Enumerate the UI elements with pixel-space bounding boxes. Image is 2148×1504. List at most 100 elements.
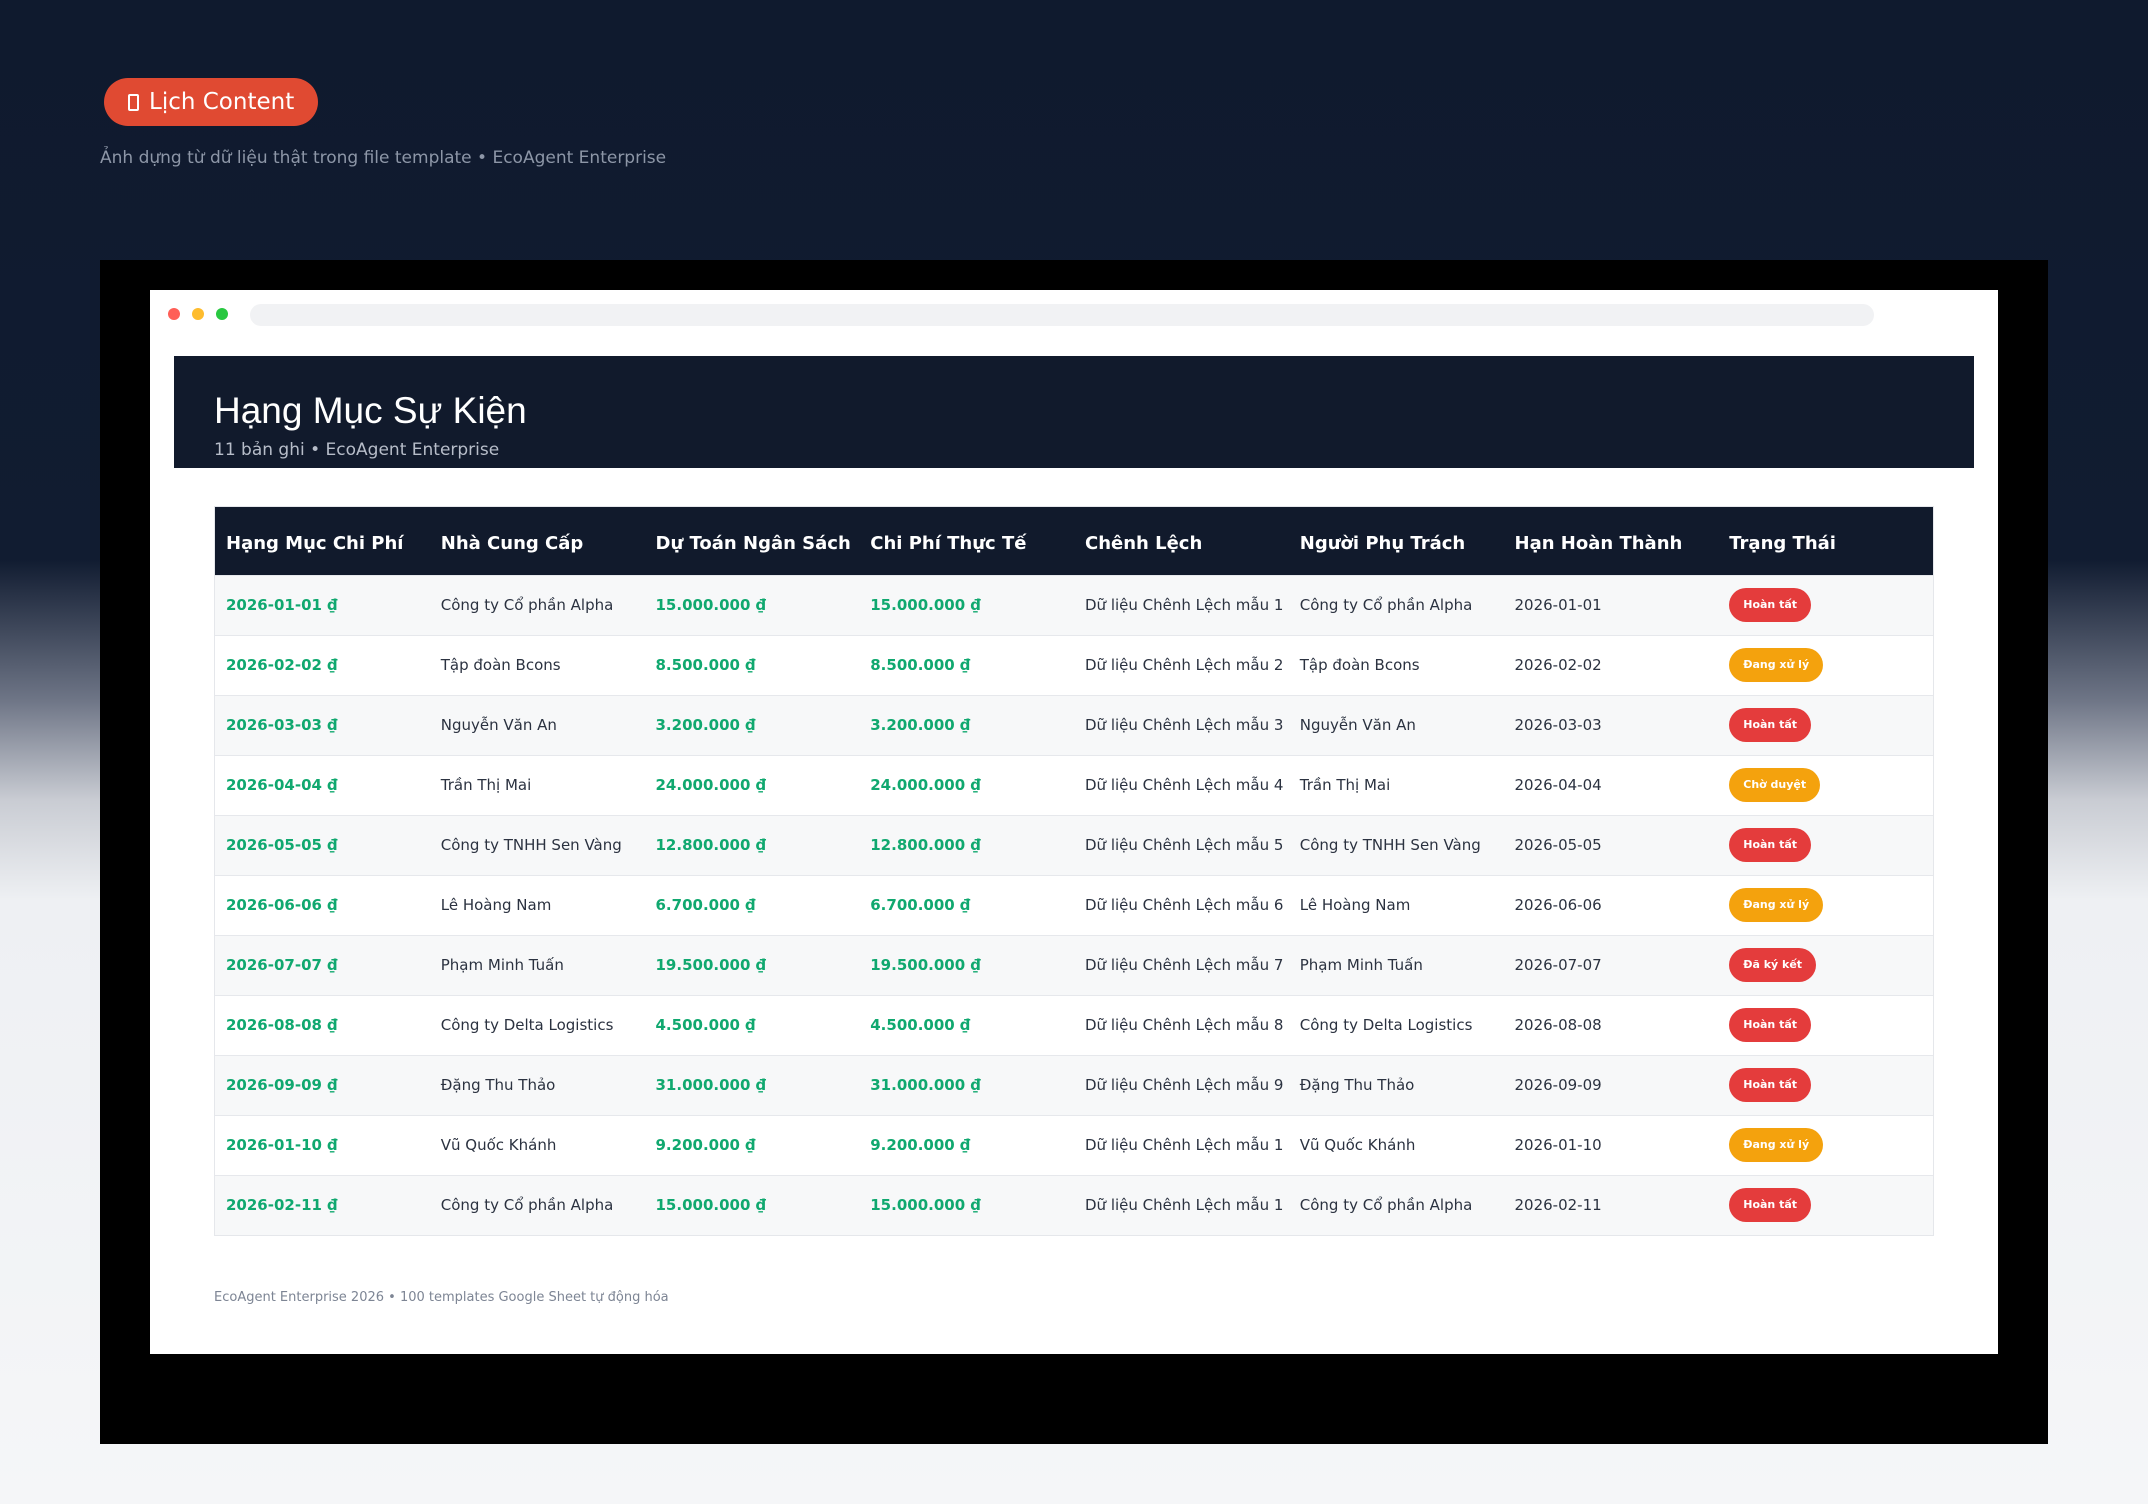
cost-item-cell[interactable]: 2026-05-05 ₫ (226, 836, 338, 854)
budget-cell[interactable]: 3.200.000 ₫ (655, 716, 756, 734)
cost-item-cell[interactable]: 2026-09-09 ₫ (226, 1076, 338, 1094)
status-badge[interactable]: Hoàn tất (1729, 1008, 1812, 1042)
variance-cell[interactable]: Dữ liệu Chênh Lệch mẫu 1 (1085, 596, 1284, 614)
budget-cell[interactable]: 15.000.000 ₫ (655, 1196, 767, 1215)
actual-cost-cell[interactable]: 8.500.000 ₫ (870, 656, 971, 674)
actual-cost-cell[interactable]: 31.000.000 ₫ (870, 1076, 981, 1094)
cost-item-cell[interactable]: 2026-07-07 ₫ (226, 956, 338, 974)
content-calendar-button[interactable]: Lịch Content (104, 78, 319, 126)
owner-cell[interactable]: Vũ Quốc Khánh (1299, 1136, 1416, 1154)
actual-cost-cell[interactable]: 15.000.000 ₫ (870, 596, 981, 614)
address-bar[interactable] (250, 304, 1874, 326)
supplier-cell[interactable]: Công ty TNHH Sen Vàng (440, 836, 622, 854)
due-date-cell[interactable]: 2026-08-08 (1514, 1016, 1602, 1034)
table-row[interactable]: 2026-06-06 ₫ Lê Hoàng Nam 6.700.000 ₫ 6.700… (215, 875, 1933, 935)
cost-item-cell[interactable]: 2026-04-04 ₫ (226, 776, 338, 794)
table-row[interactable]: 2026-04-04 ₫ Trần Thị Mai 24.000.000 ₫ 24.0… (215, 755, 1933, 815)
variance-cell[interactable]: Dữ liệu Chênh Lệch mẫu 8 (1085, 1016, 1284, 1034)
cost-item-cell[interactable]: 2026-03-03 ₫ (226, 716, 338, 734)
column-header[interactable]: Chênh Lệch (1085, 533, 1203, 555)
cost-item-cell[interactable]: 2026-08-08 ₫ (226, 1016, 338, 1034)
variance-cell[interactable]: Dữ liệu Chênh Lệch mẫu 4 (1085, 776, 1284, 794)
column-header[interactable]: Dự Toán Ngân Sách (655, 533, 851, 555)
table-row[interactable]: 2026-09-09 ₫ Đặng Thu Thảo 31.000.000 ₫ 31.… (215, 1055, 1933, 1115)
table-row[interactable]: 2026-03-03 ₫ Nguyễn Văn An 3.200.000 ₫ 3.20… (215, 695, 1933, 755)
due-date-cell[interactable]: 2026-01-10 (1514, 1136, 1602, 1154)
table-row[interactable]: 2026-02-02 ₫ Tập đoàn Bcons 8.500.000 ₫ 8.5… (215, 635, 1933, 695)
supplier-cell[interactable]: Lê Hoàng Nam (440, 896, 552, 914)
budget-cell[interactable]: 4.500.000 ₫ (655, 1016, 756, 1034)
owner-cell[interactable]: Tập đoàn Bcons (1299, 656, 1420, 674)
status-badge[interactable]: Hoàn tất (1729, 828, 1812, 862)
owner-cell[interactable]: Công ty Cổ phần Alpha (1299, 1196, 1473, 1215)
supplier-cell[interactable]: Vũ Quốc Khánh (440, 1136, 557, 1154)
budget-cell[interactable]: 31.000.000 ₫ (655, 1076, 767, 1094)
cost-item-cell[interactable]: 2026-02-11 ₫ (226, 1196, 338, 1215)
cost-item-cell[interactable]: 2026-02-02 ₫ (226, 656, 338, 674)
due-date-cell[interactable]: 2026-04-04 (1514, 776, 1602, 794)
owner-cell[interactable]: Công ty Cổ phần Alpha (1299, 596, 1473, 614)
budget-cell[interactable]: 19.500.000 ₫ (655, 956, 767, 974)
table-row[interactable]: 2026-05-05 ₫ Công ty TNHH Sen Vàng 12.800.… (215, 815, 1933, 875)
actual-cost-cell[interactable]: 15.000.000 ₫ (870, 1196, 981, 1215)
due-date-cell[interactable]: 2026-09-09 (1514, 1076, 1602, 1094)
table-row[interactable]: 2026-01-10 ₫ Vũ Quốc Khánh 9.200.000 ₫ 9.20… (215, 1115, 1933, 1175)
status-badge[interactable]: Đang xử lý (1729, 648, 1824, 682)
actual-cost-cell[interactable]: 6.700.000 ₫ (870, 896, 971, 914)
variance-cell[interactable]: Dữ liệu Chênh Lệch mẫu 7 (1085, 956, 1284, 974)
maximize-dot-icon[interactable] (216, 308, 228, 320)
variance-cell[interactable]: Dữ liệu Chênh Lệch mẫu 9 (1085, 1076, 1284, 1094)
actual-cost-cell[interactable]: 4.500.000 ₫ (870, 1016, 971, 1034)
due-date-cell[interactable]: 2026-05-05 (1514, 836, 1602, 854)
column-header[interactable]: Hạn Hoàn Thành (1514, 533, 1683, 555)
cost-item-cell[interactable]: 2026-01-10 ₫ (226, 1136, 338, 1154)
actual-cost-cell[interactable]: 9.200.000 ₫ (870, 1136, 971, 1154)
actual-cost-cell[interactable]: 3.200.000 ₫ (870, 716, 971, 734)
supplier-cell[interactable]: Tập đoàn Bcons (440, 656, 561, 674)
minimize-dot-icon[interactable] (192, 308, 204, 320)
due-date-cell[interactable]: 2026-02-11 (1514, 1196, 1602, 1215)
actual-cost-cell[interactable]: 24.000.000 ₫ (870, 776, 981, 794)
variance-cell[interactable]: Dữ liệu Chênh Lệch mẫu 1 (1085, 1136, 1284, 1154)
variance-cell[interactable]: Dữ liệu Chênh Lệch mẫu 3 (1085, 716, 1284, 734)
owner-cell[interactable]: Trần Thị Mai (1299, 776, 1391, 794)
budget-cell[interactable]: 24.000.000 ₫ (655, 776, 767, 794)
owner-cell[interactable]: Lê Hoàng Nam (1299, 896, 1411, 914)
variance-cell[interactable]: Dữ liệu Chênh Lệch mẫu 2 (1085, 656, 1284, 674)
supplier-cell[interactable]: Trần Thị Mai (440, 776, 532, 794)
variance-cell[interactable]: Dữ liệu Chênh Lệch mẫu 6 (1085, 896, 1284, 914)
close-dot-icon[interactable] (168, 308, 180, 320)
budget-cell[interactable]: 9.200.000 ₫ (655, 1136, 756, 1154)
actual-cost-cell[interactable]: 19.500.000 ₫ (870, 956, 981, 974)
due-date-cell[interactable]: 2026-06-06 (1514, 896, 1602, 914)
column-header[interactable]: Nhà Cung Cấp (440, 533, 584, 555)
supplier-cell[interactable]: Phạm Minh Tuấn (440, 956, 564, 974)
status-badge[interactable]: Hoàn tất (1729, 708, 1812, 742)
variance-cell[interactable]: Dữ liệu Chênh Lệch mẫu 1 (1085, 1196, 1284, 1215)
column-header[interactable]: Người Phụ Trách (1299, 533, 1466, 555)
due-date-cell[interactable]: 2026-01-01 (1514, 596, 1602, 614)
owner-cell[interactable]: Phạm Minh Tuấn (1299, 956, 1423, 974)
status-badge[interactable]: Đang xử lý (1729, 1128, 1824, 1162)
owner-cell[interactable]: Công ty Delta Logistics (1299, 1016, 1473, 1034)
supplier-cell[interactable]: Nguyễn Văn An (440, 716, 557, 734)
status-badge[interactable]: Đã ký kết (1729, 948, 1817, 982)
supplier-cell[interactable]: Công ty Cổ phần Alpha (440, 1196, 614, 1215)
status-badge[interactable]: Hoàn tất (1729, 1188, 1812, 1223)
variance-cell[interactable]: Dữ liệu Chênh Lệch mẫu 5 (1085, 836, 1284, 854)
cost-item-cell[interactable]: 2026-01-01 ₫ (226, 596, 338, 614)
status-badge[interactable]: Hoàn tất (1729, 588, 1812, 622)
table-row[interactable]: 2026-08-08 ₫ Công ty Delta Logistics 4.500… (215, 995, 1933, 1055)
due-date-cell[interactable]: 2026-03-03 (1514, 716, 1602, 734)
cost-item-cell[interactable]: 2026-06-06 ₫ (226, 896, 338, 914)
owner-cell[interactable]: Công ty TNHH Sen Vàng (1299, 836, 1481, 854)
budget-cell[interactable]: 15.000.000 ₫ (655, 596, 767, 614)
status-badge[interactable]: Đang xử lý (1729, 888, 1824, 922)
budget-cell[interactable]: 6.700.000 ₫ (655, 896, 756, 914)
owner-cell[interactable]: Nguyễn Văn An (1299, 716, 1416, 734)
column-header[interactable]: Trạng Thái (1729, 533, 1836, 555)
table-row[interactable]: 2026-07-07 ₫ Phạm Minh Tuấn 19.500.000 ₫ 19… (215, 935, 1933, 995)
budget-cell[interactable]: 8.500.000 ₫ (655, 656, 756, 674)
due-date-cell[interactable]: 2026-07-07 (1514, 956, 1602, 974)
actual-cost-cell[interactable]: 12.800.000 ₫ (870, 836, 981, 854)
